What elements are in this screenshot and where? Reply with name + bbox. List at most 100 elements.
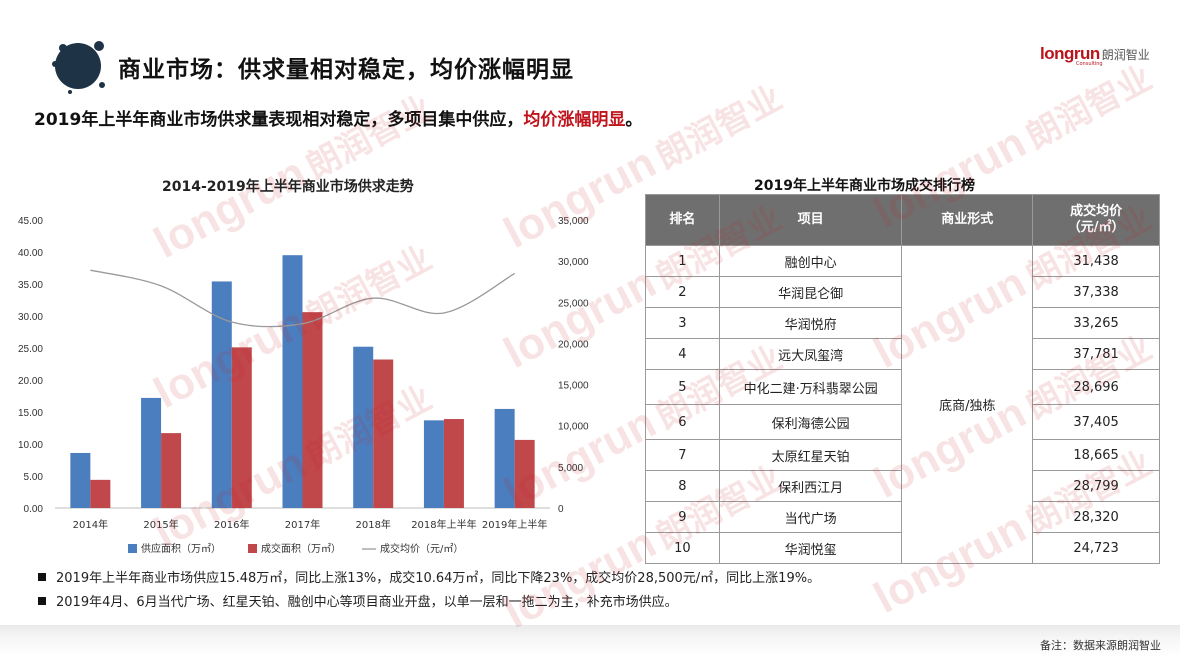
headline-main: 2019年上半年商业市场供求量表现相对稳定，多项目集中供应， xyxy=(34,110,524,130)
y-left-tick-label: 0.00 xyxy=(24,504,44,515)
y-left-tick-label: 40.00 xyxy=(18,248,43,259)
cell-project: 太原红星天铂 xyxy=(718,439,903,471)
cell-price: 31,438 xyxy=(1032,245,1160,277)
y-left-tick-label: 10.00 xyxy=(18,440,43,451)
table-row: 6 保利海德公园 37,405 xyxy=(645,404,1160,440)
logo-word: longrun xyxy=(1040,44,1100,63)
bullet-item: 2019年4月、6月当代广场、红星天铂、融创中心等项目商业开盘，以单一层和一拖二… xyxy=(38,591,820,615)
page-title: 商业市场：供求量相对稳定，均价涨幅明显 xyxy=(118,57,574,83)
y-left-tick-label: 20.00 xyxy=(18,376,43,387)
logo-cn: 朗润智业 xyxy=(1101,48,1150,62)
bullet-item: 2019年上半年商业市场供应15.48万㎡，同比上涨13%，成交10.64万㎡，… xyxy=(38,567,820,591)
bullet-text: 2019年上半年商业市场供应15.48万㎡，同比上涨13%，成交10.64万㎡，… xyxy=(56,571,821,586)
header-form: 商业形式 xyxy=(901,194,1034,246)
headline-highlight: 均价涨幅明显 xyxy=(523,110,626,130)
supply-demand-chart: 0.00 5.00 10.00 15.00 20.00 25.00 30.00 35.00 40… xyxy=(18,216,589,555)
table-row: 1 融创中心 底商/独栋 31,438 xyxy=(645,245,1160,564)
footer-band xyxy=(0,625,1180,657)
legend-label-2: 成交均价（元/㎡） xyxy=(380,542,463,555)
table-title: 2019年上半年商业市场成交排行榜 xyxy=(754,178,975,194)
x-tick-label: 2015年 xyxy=(143,518,178,531)
bar-deal xyxy=(373,359,394,508)
decorative-circles xyxy=(52,41,105,94)
cell-rank: 5 xyxy=(645,369,720,405)
legend-swatch-1 xyxy=(248,544,257,553)
bullet-square-icon xyxy=(38,573,46,581)
table-row: 4 远大凤玺湾 37,781 xyxy=(645,338,1160,370)
y-right-tick-label: 0 xyxy=(558,504,564,515)
y-left-tick-label: 5.00 xyxy=(24,472,44,483)
y-right-tick-label: 20,000 xyxy=(558,339,589,350)
cell-price: 28,799 xyxy=(1032,470,1160,502)
logo-sub: Consulting xyxy=(1076,61,1103,67)
cell-rank: 9 xyxy=(645,501,720,533)
x-tick-label: 2019年上半年 xyxy=(482,518,547,531)
bullet-text: 2019年4月、6月当代广场、红星天铂、融创中心等项目商业开盘，以单一层和一拖二… xyxy=(56,595,678,610)
chart-title: 2014-2019年上半年商业市场供求走势 xyxy=(162,179,414,195)
x-tick-label: 2018年 xyxy=(355,518,390,531)
header-rank: 排名 xyxy=(645,194,720,246)
cell-project: 当代广场 xyxy=(718,501,903,533)
bar-deal xyxy=(443,419,464,508)
headline-end: 。 xyxy=(625,110,643,130)
header-price-line2: （元/㎡） xyxy=(1067,220,1125,235)
table-row: 2 华润昆仑御 37,338 xyxy=(645,276,1160,308)
x-tick-label: 2018年上半年 xyxy=(411,518,476,531)
cell-project: 保利西江月 xyxy=(718,470,903,502)
legend-swatch-0 xyxy=(128,544,137,553)
company-logo: longrun 朗润智业 Consulting xyxy=(1040,44,1150,70)
header-project: 项目 xyxy=(718,194,903,246)
x-tick-label: 2017年 xyxy=(285,518,320,531)
ranking-table-body: 1 融创中心 底商/独栋 31,438 2 华润昆仑御 37,338 3 华润悦府 33,265 4… xyxy=(645,245,1160,564)
cell-rank: 10 xyxy=(645,532,720,564)
x-tick-label: 2016年 xyxy=(214,518,249,531)
cell-form-merged: 底商/独栋 xyxy=(901,245,1034,564)
y-right-tick-label: 25,000 xyxy=(558,298,589,309)
cell-price: 33,265 xyxy=(1032,307,1160,339)
cell-price: 37,405 xyxy=(1032,404,1160,440)
cell-project: 中化二建·万科翡翠公园 xyxy=(718,369,903,405)
table-row: 9 当代广场 28,320 xyxy=(645,501,1160,533)
y-left-tick-label: 25.00 xyxy=(18,344,43,355)
y-right-tick-label: 35,000 xyxy=(558,216,589,227)
bar-deal xyxy=(90,479,111,508)
y-right-tick-label: 5,000 xyxy=(558,463,583,474)
header-price: 成交均价 （元/㎡） xyxy=(1032,194,1160,246)
table-row: 3 华润悦府 33,265 xyxy=(645,307,1160,339)
cell-price: 18,665 xyxy=(1032,439,1160,471)
table-row: 8 保利西江月 28,799 xyxy=(645,470,1160,502)
bar-deal xyxy=(231,347,252,508)
cell-rank: 1 xyxy=(645,245,720,277)
cell-project: 保利海德公园 xyxy=(718,404,903,440)
y-right-tick-label: 30,000 xyxy=(558,257,589,268)
bar-deal xyxy=(302,312,323,508)
cell-project: 华润昆仑御 xyxy=(718,276,903,308)
table-row: 5 中化二建·万科翡翠公园 28,696 xyxy=(645,369,1160,405)
y-left-tick-label: 45.00 xyxy=(18,216,43,227)
cell-project: 华润悦玺 xyxy=(718,532,903,564)
legend-label-1: 成交面积（万㎡） xyxy=(261,542,341,555)
headline: 2019年上半年商业市场供求量表现相对稳定，多项目集中供应，均价涨幅明显。 xyxy=(34,105,642,130)
ranking-table: 排名 项目 商业形式 成交均价 （元/㎡） 1 融创中心 底商/独栋 31,438 2 华… xyxy=(645,194,1160,564)
cell-project: 融创中心 xyxy=(718,245,903,277)
bar-deal xyxy=(161,433,182,508)
y-left-tick-label: 35.00 xyxy=(18,280,43,291)
cell-rank: 8 xyxy=(645,470,720,502)
header-price-line1: 成交均价 xyxy=(1070,204,1123,219)
cell-price: 28,320 xyxy=(1032,501,1160,533)
price-line xyxy=(90,269,515,328)
cell-rank: 3 xyxy=(645,307,720,339)
cell-rank: 6 xyxy=(645,404,720,440)
cell-price: 37,338 xyxy=(1032,276,1160,308)
bar-supply xyxy=(282,255,303,508)
y-right-tick-label: 15,000 xyxy=(558,381,589,392)
bullet-square-icon xyxy=(38,597,46,605)
cell-project: 远大凤玺湾 xyxy=(718,338,903,370)
cell-rank: 7 xyxy=(645,439,720,471)
cell-project: 华润悦府 xyxy=(718,307,903,339)
bar-supply xyxy=(211,281,232,508)
bar-supply xyxy=(70,452,91,508)
source-note: 备注：数据来源朗润智业 xyxy=(1040,639,1161,652)
cell-price: 24,723 xyxy=(1032,532,1160,564)
bar-supply xyxy=(423,420,444,508)
